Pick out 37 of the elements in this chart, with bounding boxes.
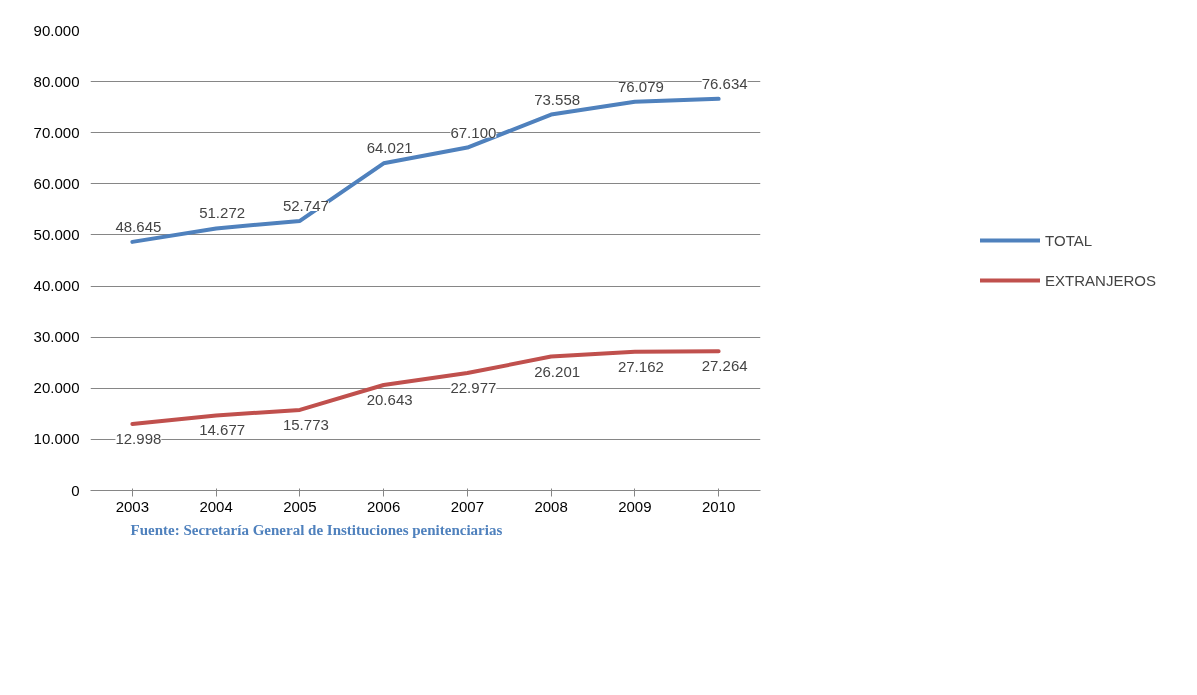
y-tick-label: 90.000 — [33, 21, 80, 39]
data-label: 26.201 — [534, 362, 581, 380]
y-tick-label: 60.000 — [33, 174, 80, 192]
data-label: 12.998 — [115, 430, 162, 448]
data-label: 51.272 — [199, 204, 246, 222]
data-label: 76.634 — [701, 74, 748, 92]
data-label: 52.747 — [282, 196, 329, 214]
y-tick-label: 50.000 — [33, 225, 80, 243]
legend-label: TOTAL — [1045, 231, 1093, 249]
data-label: 73.558 — [534, 90, 581, 108]
data-label: 48.645 — [115, 217, 162, 235]
x-tick-label: 2010 — [701, 497, 736, 515]
x-tick-label: 2003 — [115, 497, 150, 515]
data-label: 64.021 — [366, 139, 413, 157]
legend-label: EXTRANJEROS — [1045, 271, 1156, 289]
data-label: 20.643 — [366, 390, 413, 408]
data-label: 67.100 — [450, 123, 497, 141]
data-label: 27.162 — [617, 357, 664, 375]
y-tick-label: 80.000 — [33, 72, 80, 90]
y-tick-label: 40.000 — [33, 277, 80, 295]
data-label: 27.264 — [701, 357, 748, 375]
y-tick-label: 70.000 — [33, 123, 80, 141]
x-tick-label: 2009 — [618, 497, 652, 515]
x-tick-label: 2004 — [199, 497, 233, 515]
data-label: 22.977 — [450, 379, 497, 397]
x-tick-label: 2006 — [366, 497, 401, 515]
y-tick-label: 0 — [71, 481, 80, 499]
source-note: Fuente: Secretaría General de Instituciones penitenciarias — [130, 521, 503, 538]
x-tick-label: 2005 — [283, 497, 317, 515]
data-label: 14.677 — [199, 421, 246, 439]
y-tick-label: 30.000 — [33, 328, 80, 346]
y-tick-label: 10.000 — [33, 430, 80, 448]
x-tick-label: 2007 — [450, 497, 485, 515]
data-label: 15.773 — [282, 415, 329, 433]
x-tick-label: 2008 — [534, 497, 568, 515]
data-label: 76.079 — [617, 77, 664, 95]
y-tick-label: 20.000 — [33, 379, 80, 397]
